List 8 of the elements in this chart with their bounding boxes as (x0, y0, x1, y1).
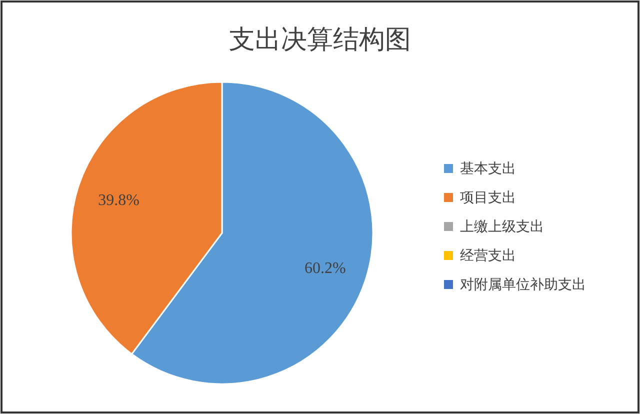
data-label: 39.8% (98, 192, 140, 209)
legend-label: 基本支出 (460, 161, 516, 177)
legend-label: 经营支出 (460, 248, 516, 264)
legend-label: 对附属单位补助支出 (460, 277, 586, 293)
legend-label: 上缴上级支出 (460, 219, 544, 235)
legend-label: 项目支出 (460, 190, 516, 206)
chart-title: 支出决算结构图 (229, 25, 411, 55)
data-label: 60.2% (304, 260, 346, 278)
